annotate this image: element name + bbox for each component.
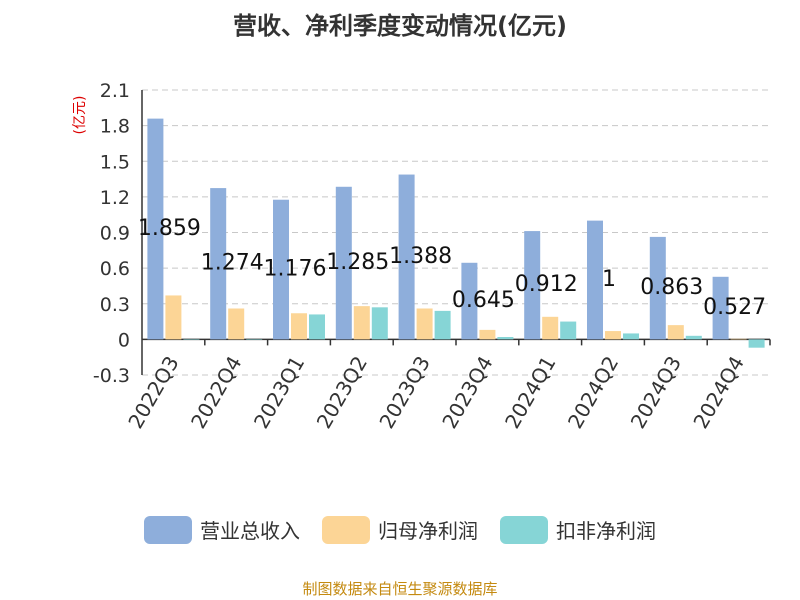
bar-2024Q4-s0: [712, 276, 729, 340]
bar-2024Q4-s2: [748, 339, 765, 348]
x-tick-label: 2024Q1: [500, 352, 560, 433]
bar-2024Q2-s1: [605, 331, 621, 340]
bar-2023Q4-s2: [497, 337, 514, 340]
bar-2023Q3-s2: [434, 310, 451, 340]
data-label-revenue: 1.388: [389, 244, 452, 269]
x-tick-label: 2024Q3: [626, 352, 686, 433]
bar-2022Q3-s2: [183, 339, 200, 340]
bar-2024Q1-s2: [560, 321, 577, 340]
data-label-revenue: 0.912: [515, 272, 578, 297]
bar-2022Q3-s1: [165, 295, 182, 340]
bar-2023Q2-s2: [371, 307, 388, 340]
x-tick-label: 2023Q1: [249, 352, 309, 433]
data-label-revenue: 1.285: [326, 250, 389, 275]
y-tick-label: 0.9: [100, 223, 130, 245]
legend-swatch-net-profit: [322, 515, 370, 544]
legend-label-deducted-profit: 扣非净利润: [556, 519, 656, 543]
y-tick-label: 0.3: [100, 294, 130, 316]
data-label-revenue: 1.176: [264, 257, 327, 282]
y-tick-label: -0.3: [93, 365, 130, 387]
legend-label-revenue: 营业总收入: [200, 519, 300, 543]
bar-2022Q4-s2: [246, 339, 263, 340]
y-tick-label: 1.5: [100, 151, 130, 173]
legend-item-revenue[interactable]: 营业总收入: [144, 515, 300, 544]
source-footer: 制图数据来自恒生聚源数据库: [302, 580, 498, 598]
y-tick-label: 1.2: [100, 187, 130, 209]
legend-item-deducted-profit[interactable]: 扣非净利润: [500, 515, 656, 544]
bar-2024Q3-s2: [685, 335, 702, 340]
bar-2023Q1-s1: [291, 313, 307, 340]
bar-2024Q1-s1: [542, 316, 559, 340]
legend: 营业总收入 归母净利润 扣非净利润: [0, 515, 800, 544]
bar-2022Q3-s0: [147, 118, 164, 340]
bar-2024Q2-s0: [587, 220, 603, 340]
legend-item-net-profit[interactable]: 归母净利润: [322, 515, 478, 544]
data-label-revenue: 1: [602, 267, 616, 292]
bar-2023Q2-s1: [353, 306, 370, 340]
bar-2023Q3-s1: [416, 308, 433, 340]
bar-2024Q2-s2: [623, 333, 639, 340]
data-label-revenue: 0.863: [640, 275, 703, 300]
legend-swatch-deducted-profit: [500, 515, 548, 544]
y-axis-label: (亿元): [72, 96, 88, 135]
x-tick-label: 2023Q3: [374, 352, 434, 433]
data-label-revenue: 1.859: [138, 216, 201, 241]
x-tick-label: 2023Q2: [312, 352, 372, 433]
bar-2023Q4-s1: [479, 329, 496, 340]
bar-2024Q3-s1: [667, 325, 684, 340]
x-tick-label: 2024Q2: [563, 352, 623, 433]
bar-2022Q4-s0: [210, 188, 227, 340]
x-tick-label: 2023Q4: [437, 352, 497, 433]
x-tick-label: 2024Q4: [688, 352, 748, 433]
bar-2023Q1-s0: [273, 199, 289, 340]
bar-2024Q4-s1: [730, 338, 747, 340]
bar-2022Q4-s1: [228, 308, 245, 340]
y-tick-label: 1.8: [100, 116, 130, 138]
bar-2023Q2-s0: [335, 186, 352, 340]
y-tick-label: 0.6: [100, 258, 130, 280]
data-label-revenue: 0.645: [452, 288, 515, 313]
x-tick-label: 2022Q4: [186, 352, 246, 433]
bar-2024Q1-s0: [524, 231, 541, 340]
bar-2023Q3-s0: [398, 174, 415, 340]
x-tick-label: 2022Q3: [123, 352, 183, 433]
data-label-revenue: 1.274: [201, 251, 264, 276]
bar-2024Q3-s0: [649, 236, 666, 340]
legend-swatch-revenue: [144, 515, 192, 544]
chart-title: 营收、净利季度变动情况(亿元): [233, 12, 567, 40]
data-label-revenue: 0.527: [703, 295, 766, 320]
y-tick-label: 0: [118, 329, 130, 351]
bar-2023Q1-s2: [309, 314, 325, 340]
y-tick-label: 2.1: [100, 80, 130, 102]
bar-2023Q4-s0: [461, 262, 478, 340]
legend-label-net-profit: 归母净利润: [378, 519, 478, 543]
